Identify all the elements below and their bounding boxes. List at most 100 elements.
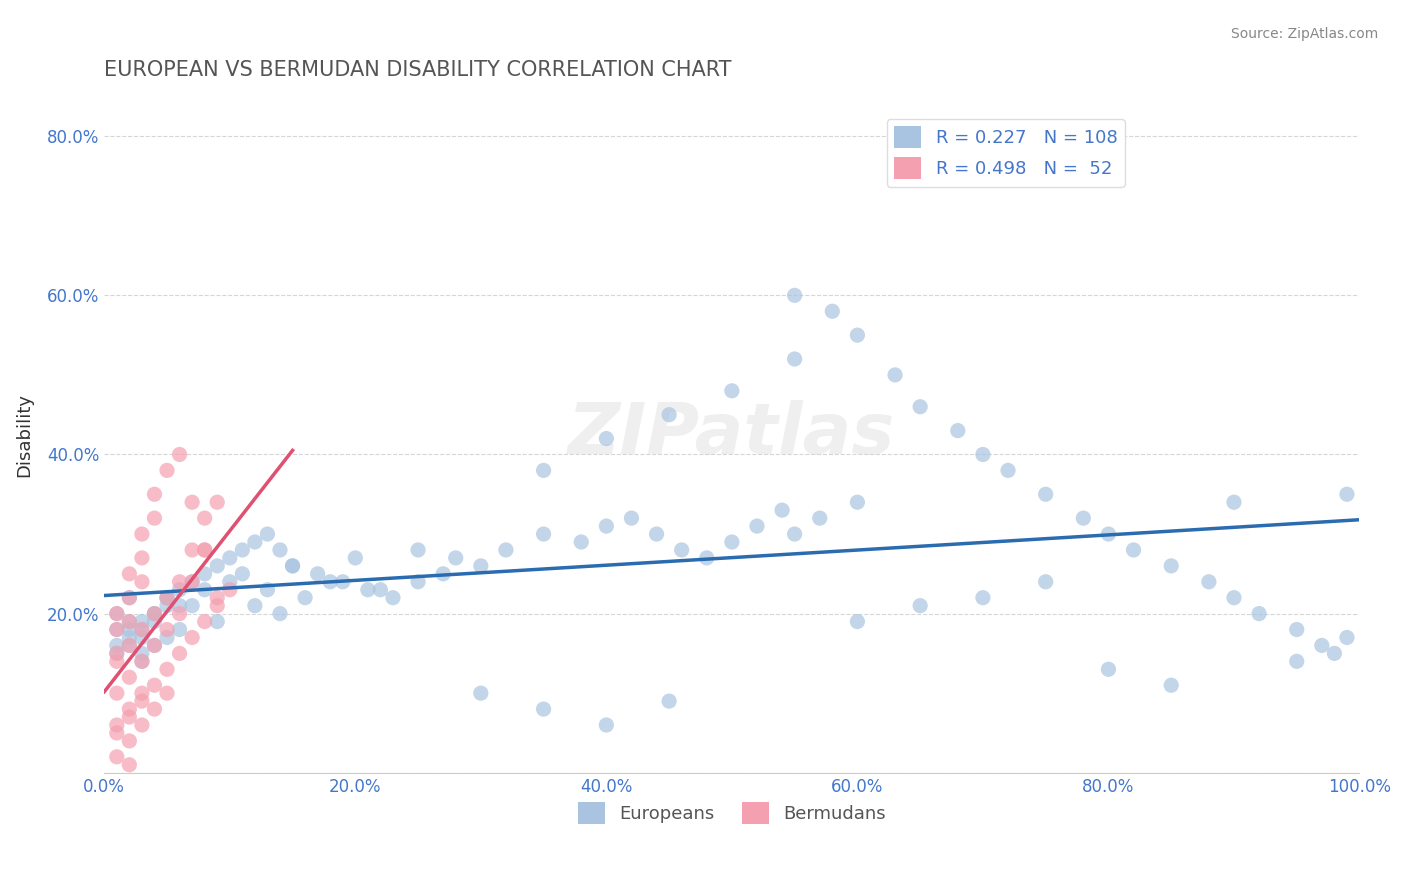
Bermudans (105, 647, 128, 661)
Europeans (131, 623, 153, 637)
Bermudans (118, 757, 141, 772)
Bermudans (169, 607, 191, 621)
Europeans (884, 368, 907, 382)
Europeans (595, 519, 617, 533)
Europeans (370, 582, 392, 597)
Europeans (281, 558, 304, 573)
Bermudans (194, 615, 217, 629)
Europeans (156, 599, 179, 613)
Europeans (745, 519, 768, 533)
Bermudans (218, 582, 240, 597)
Europeans (1223, 495, 1246, 509)
Bermudans (194, 543, 217, 558)
Bermudans (131, 574, 153, 589)
Europeans (131, 647, 153, 661)
Europeans (1285, 654, 1308, 668)
Europeans (997, 463, 1019, 477)
Bermudans (205, 591, 228, 605)
Bermudans (105, 718, 128, 732)
Bermudans (143, 678, 166, 692)
Europeans (658, 408, 681, 422)
Europeans (169, 599, 191, 613)
Europeans (281, 558, 304, 573)
Europeans (821, 304, 844, 318)
Europeans (1097, 662, 1119, 676)
Europeans (908, 400, 931, 414)
Europeans (1336, 631, 1358, 645)
Europeans (470, 686, 492, 700)
Europeans (1310, 639, 1333, 653)
Europeans (294, 591, 316, 605)
Europeans (658, 694, 681, 708)
Europeans (406, 574, 429, 589)
Bermudans (131, 718, 153, 732)
Europeans (181, 574, 204, 589)
Europeans (307, 566, 329, 581)
Europeans (696, 550, 718, 565)
Europeans (908, 599, 931, 613)
Bermudans (205, 599, 228, 613)
Europeans (118, 615, 141, 629)
Europeans (256, 527, 278, 541)
Europeans (783, 527, 806, 541)
Europeans (1073, 511, 1095, 525)
Bermudans (118, 702, 141, 716)
Europeans (105, 623, 128, 637)
Europeans (218, 550, 240, 565)
Europeans (143, 639, 166, 653)
Europeans (1035, 574, 1057, 589)
Europeans (205, 558, 228, 573)
Bermudans (156, 463, 179, 477)
Europeans (595, 718, 617, 732)
Europeans (846, 495, 869, 509)
Europeans (1336, 487, 1358, 501)
Bermudans (194, 511, 217, 525)
Europeans (344, 550, 367, 565)
Bermudans (181, 631, 204, 645)
Europeans (118, 591, 141, 605)
Bermudans (156, 662, 179, 676)
Europeans (1285, 623, 1308, 637)
Europeans (569, 535, 592, 549)
Bermudans (118, 615, 141, 629)
Europeans (495, 543, 517, 558)
Bermudans (105, 726, 128, 740)
Bermudans (131, 623, 153, 637)
Europeans (231, 566, 253, 581)
Europeans (721, 535, 744, 549)
Bermudans (131, 527, 153, 541)
Europeans (118, 631, 141, 645)
Text: Source: ZipAtlas.com: Source: ZipAtlas.com (1230, 27, 1378, 41)
Y-axis label: Disability: Disability (15, 392, 32, 476)
Europeans (256, 582, 278, 597)
Bermudans (118, 670, 141, 684)
Europeans (156, 631, 179, 645)
Bermudans (181, 574, 204, 589)
Europeans (194, 566, 217, 581)
Europeans (808, 511, 831, 525)
Text: ZIPatlas: ZIPatlas (568, 401, 896, 469)
Bermudans (118, 710, 141, 724)
Europeans (105, 607, 128, 621)
Bermudans (131, 686, 153, 700)
Europeans (118, 623, 141, 637)
Bermudans (181, 495, 204, 509)
Bermudans (181, 543, 204, 558)
Europeans (1122, 543, 1144, 558)
Europeans (169, 582, 191, 597)
Europeans (444, 550, 467, 565)
Text: EUROPEAN VS BERMUDAN DISABILITY CORRELATION CHART: EUROPEAN VS BERMUDAN DISABILITY CORRELAT… (104, 60, 731, 79)
Europeans (332, 574, 354, 589)
Europeans (143, 607, 166, 621)
Europeans (319, 574, 342, 589)
Europeans (156, 591, 179, 605)
Europeans (533, 527, 555, 541)
Europeans (105, 639, 128, 653)
Europeans (131, 654, 153, 668)
Europeans (972, 448, 994, 462)
Europeans (671, 543, 693, 558)
Bermudans (205, 495, 228, 509)
Europeans (1097, 527, 1119, 541)
Europeans (181, 599, 204, 613)
Europeans (645, 527, 668, 541)
